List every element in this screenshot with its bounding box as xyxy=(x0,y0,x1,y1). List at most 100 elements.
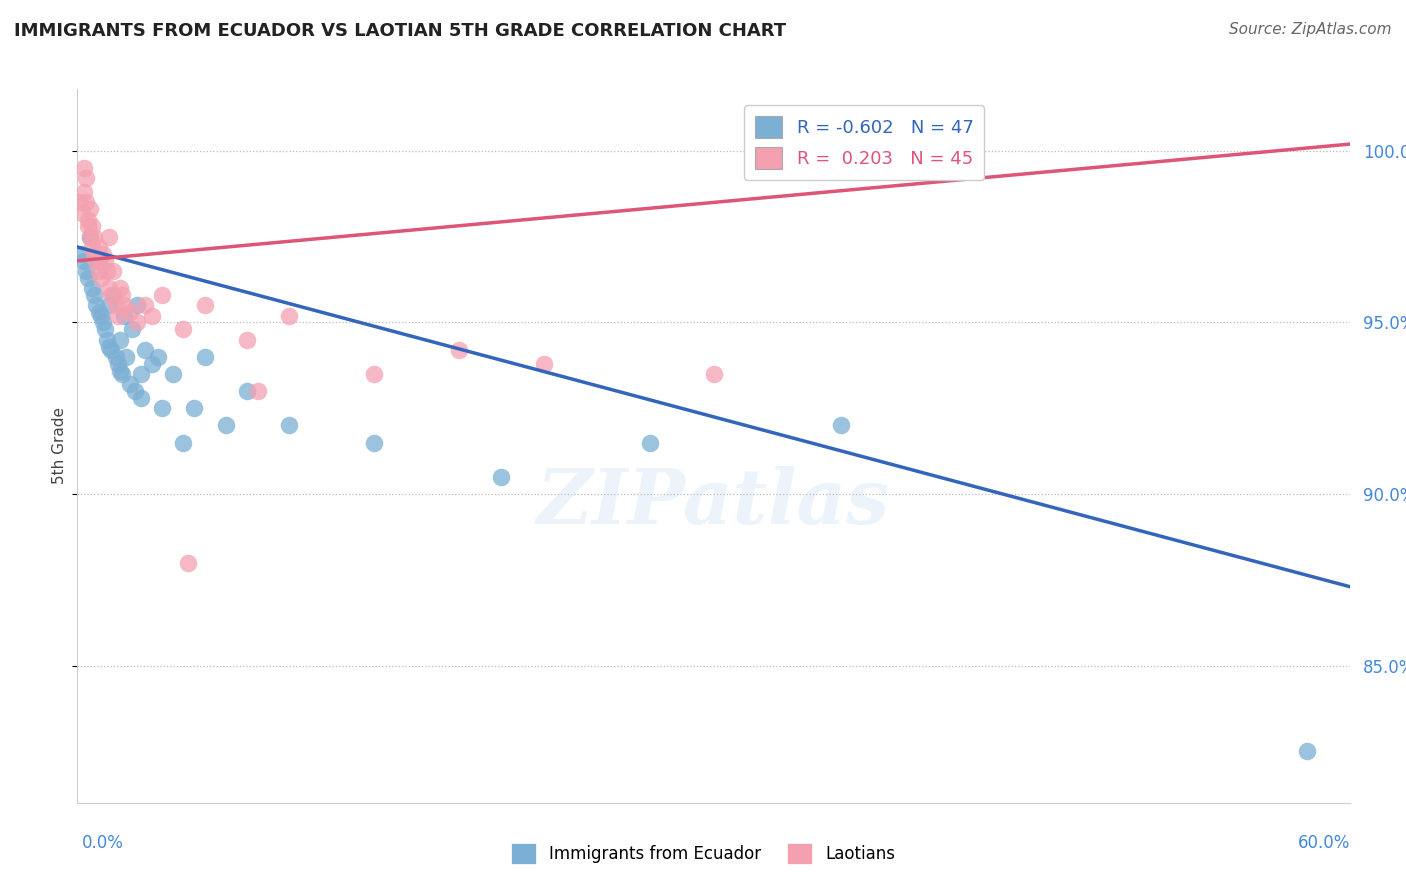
Point xyxy=(141,357,163,371)
Point xyxy=(107,309,129,323)
Point xyxy=(98,281,121,295)
Point xyxy=(125,298,148,312)
Point xyxy=(121,322,143,336)
Point xyxy=(172,435,194,450)
Legend: Immigrants from Ecuador, Laotians: Immigrants from Ecuador, Laotians xyxy=(505,837,901,871)
Point xyxy=(120,377,142,392)
Point xyxy=(278,418,301,433)
Point xyxy=(79,229,101,244)
Point xyxy=(215,418,238,433)
Point xyxy=(108,363,131,377)
Point xyxy=(125,316,148,330)
Point xyxy=(363,435,385,450)
Point xyxy=(246,384,269,398)
Point xyxy=(83,288,105,302)
Point xyxy=(278,309,301,323)
Point xyxy=(129,391,152,405)
Text: 0.0%: 0.0% xyxy=(82,834,124,852)
Point xyxy=(108,281,131,295)
Point xyxy=(100,288,122,302)
Point xyxy=(90,271,112,285)
Point xyxy=(77,219,100,234)
Y-axis label: 5th Grade: 5th Grade xyxy=(52,408,67,484)
Point xyxy=(491,470,513,484)
Point xyxy=(124,384,146,398)
Point xyxy=(236,384,259,398)
Legend: R = -0.602   N = 47, R =  0.203   N = 45: R = -0.602 N = 47, R = 0.203 N = 45 xyxy=(744,105,984,180)
Point xyxy=(77,212,100,227)
Point xyxy=(150,288,173,302)
Point xyxy=(103,264,125,278)
Point xyxy=(172,322,194,336)
Point xyxy=(107,357,129,371)
Point xyxy=(77,271,100,285)
Point xyxy=(176,556,198,570)
Point xyxy=(104,350,127,364)
Point xyxy=(90,309,112,323)
Point xyxy=(129,367,152,381)
Point xyxy=(79,202,101,217)
Point xyxy=(91,247,114,261)
Point xyxy=(75,264,97,278)
Point xyxy=(162,367,184,381)
Point xyxy=(98,339,121,353)
Point xyxy=(82,240,104,254)
Point xyxy=(112,298,135,312)
Point xyxy=(150,401,173,416)
Point xyxy=(1296,744,1319,758)
Text: Source: ZipAtlas.com: Source: ZipAtlas.com xyxy=(1229,22,1392,37)
Point xyxy=(194,298,217,312)
Point xyxy=(83,247,105,261)
Point xyxy=(75,195,97,210)
Point xyxy=(449,343,471,357)
Point xyxy=(87,253,110,268)
Point xyxy=(111,367,134,381)
Point xyxy=(73,161,96,175)
Point xyxy=(638,435,661,450)
Point xyxy=(79,229,101,244)
Point xyxy=(82,281,104,295)
Point xyxy=(103,288,125,302)
Point xyxy=(94,253,117,268)
Point xyxy=(96,264,118,278)
Point xyxy=(141,309,163,323)
Point xyxy=(100,343,122,357)
Text: IMMIGRANTS FROM ECUADOR VS LAOTIAN 5TH GRADE CORRELATION CHART: IMMIGRANTS FROM ECUADOR VS LAOTIAN 5TH G… xyxy=(14,22,786,40)
Point xyxy=(112,309,135,323)
Point xyxy=(70,205,93,219)
Point xyxy=(146,350,169,364)
Text: ZIPatlas: ZIPatlas xyxy=(537,467,890,540)
Point xyxy=(98,229,121,244)
Point xyxy=(73,185,96,199)
Point xyxy=(73,253,96,268)
Point xyxy=(236,333,259,347)
Point xyxy=(120,305,142,319)
Point xyxy=(69,195,91,210)
Point xyxy=(703,367,725,381)
Point xyxy=(98,298,121,312)
Point xyxy=(87,240,110,254)
Point xyxy=(87,305,110,319)
Point xyxy=(134,298,156,312)
Point xyxy=(363,367,385,381)
Point xyxy=(86,253,108,268)
Point xyxy=(91,316,114,330)
Point xyxy=(96,333,118,347)
Point xyxy=(87,264,110,278)
Point xyxy=(82,219,104,234)
Point xyxy=(830,418,852,433)
Point xyxy=(134,343,156,357)
Text: 60.0%: 60.0% xyxy=(1298,834,1350,852)
Point xyxy=(75,171,97,186)
Point xyxy=(83,229,105,244)
Point xyxy=(108,333,131,347)
Point xyxy=(104,298,127,312)
Point xyxy=(194,350,217,364)
Point xyxy=(86,298,108,312)
Point xyxy=(115,350,138,364)
Point xyxy=(94,322,117,336)
Point xyxy=(183,401,205,416)
Point xyxy=(533,357,555,371)
Point xyxy=(111,288,134,302)
Point xyxy=(70,247,93,261)
